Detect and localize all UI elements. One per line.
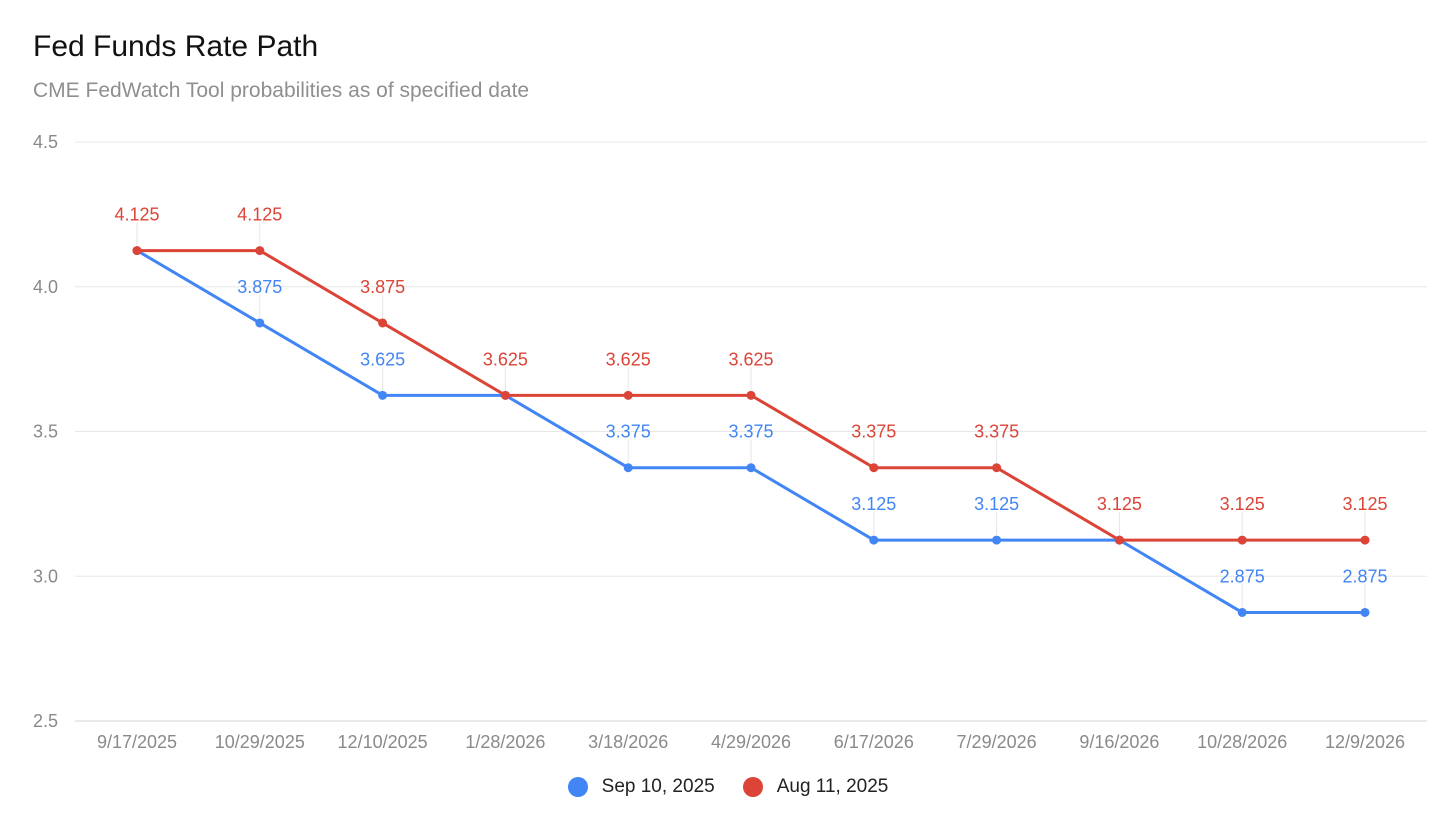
data-label: 3.875 (237, 277, 282, 297)
data-point[interactable] (1360, 607, 1370, 617)
data-label: 3.125 (851, 494, 896, 514)
legend: Sep 10, 2025 Aug 11, 2025 (0, 776, 1456, 798)
data-label: 3.625 (483, 349, 528, 369)
legend-dot-aug-11 (742, 777, 763, 797)
data-label: 3.125 (974, 494, 1019, 514)
data-label: 3.875 (360, 277, 405, 297)
y-tick-label: 3.5 (33, 422, 58, 442)
data-label: 4.125 (237, 205, 282, 225)
data-label: 3.375 (851, 422, 896, 442)
data-label: 3.125 (1220, 494, 1265, 514)
chart-title: Fed Funds Rate Path (33, 30, 319, 63)
data-point[interactable] (623, 390, 633, 400)
data-label: 2.875 (1220, 566, 1265, 586)
y-axis-ticks: 2.5 3.0 3.5 4.0 4.5 (33, 132, 58, 731)
data-label: 4.125 (114, 205, 159, 225)
data-point[interactable] (869, 463, 879, 473)
legend-item-sep-10[interactable]: Sep 10, 2025 (567, 776, 715, 798)
x-axis-ticks: 9/17/2025 10/29/2025 12/10/2025 1/28/2026 3/… (97, 732, 1405, 752)
gridlines (75, 141, 1427, 722)
data-point[interactable] (1237, 607, 1247, 617)
x-tick-label: 9/17/2025 (97, 732, 177, 752)
data-point[interactable] (992, 463, 1002, 473)
data-label: 3.625 (606, 349, 651, 369)
data-point[interactable] (255, 246, 265, 256)
data-label: 3.375 (606, 422, 651, 442)
data-point[interactable] (746, 390, 756, 400)
data-point[interactable] (378, 390, 388, 400)
data-point[interactable] (623, 463, 633, 473)
x-tick-label: 9/16/2026 (1079, 732, 1159, 752)
data-point[interactable] (1360, 535, 1370, 545)
x-tick-label: 12/9/2026 (1325, 732, 1405, 752)
data-point[interactable] (1237, 535, 1247, 545)
y-tick-label: 3.0 (33, 566, 58, 586)
y-tick-label: 2.5 (33, 711, 58, 731)
y-tick-label: 4.0 (33, 277, 58, 297)
data-label: 3.625 (360, 349, 405, 369)
data-point[interactable] (1114, 535, 1124, 545)
y-tick-label: 4.5 (33, 132, 58, 152)
x-tick-label: 6/17/2026 (834, 732, 914, 752)
series-layer (132, 246, 1370, 617)
data-label: 2.875 (1342, 566, 1387, 586)
x-tick-label: 10/29/2025 (215, 732, 305, 752)
data-point[interactable] (378, 318, 388, 328)
legend-dot-sep-10 (567, 777, 588, 797)
x-tick-label: 10/28/2026 (1197, 732, 1287, 752)
x-tick-label: 1/28/2026 (465, 732, 545, 752)
data-label: 3.125 (1342, 494, 1387, 514)
data-point[interactable] (869, 535, 879, 545)
data-label: 3.125 (1097, 494, 1142, 514)
x-tick-label: 7/29/2026 (957, 732, 1037, 752)
legend-label-aug-11: Aug 11, 2025 (776, 776, 889, 797)
data-point[interactable] (132, 246, 142, 256)
legend-label-sep-10: Sep 10, 2025 (601, 776, 715, 797)
data-label: 3.625 (728, 349, 773, 369)
chart-subtitle: CME FedWatch Tool probabilities as of sp… (33, 79, 530, 102)
x-tick-label: 12/10/2025 (338, 732, 428, 752)
data-point[interactable] (992, 535, 1002, 545)
data-labels: 3.875 3.625 3.375 3.375 3.125 3.125 2.875 2.875… (114, 205, 1388, 608)
data-label: 3.375 (974, 422, 1019, 442)
x-tick-label: 3/18/2026 (588, 732, 668, 752)
data-point[interactable] (746, 463, 756, 473)
data-point[interactable] (500, 390, 510, 400)
legend-item-aug-11[interactable]: Aug 11, 2025 (742, 776, 889, 798)
data-label: 3.375 (728, 422, 773, 442)
data-point[interactable] (255, 318, 265, 328)
x-tick-label: 4/29/2026 (711, 732, 791, 752)
